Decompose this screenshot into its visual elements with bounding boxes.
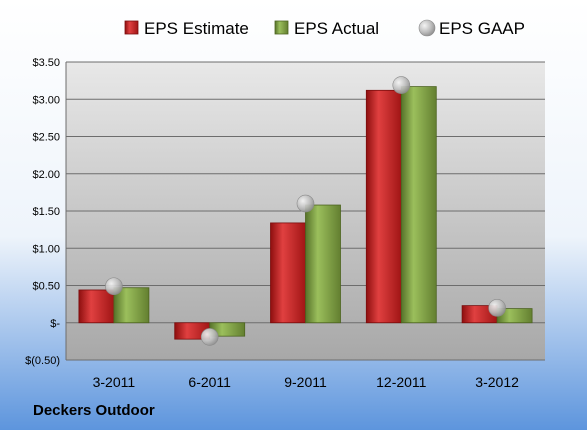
- x-category-label: 3-2011: [93, 374, 136, 390]
- bars: [78, 86, 533, 340]
- legend-swatch-eps-estimate: [124, 20, 139, 35]
- bar-eps-actual: [305, 204, 341, 324]
- company-label: Deckers Outdoor: [33, 402, 155, 419]
- y-tick-label: $0.50: [32, 281, 60, 293]
- y-tick-label: $2.50: [32, 132, 60, 144]
- bar-eps-actual: [113, 287, 150, 324]
- legend-swatch-eps-gaap: [418, 19, 436, 37]
- x-category-label: 6-2011: [188, 374, 231, 390]
- y-tick-label: $(0.50): [25, 355, 60, 367]
- y-tick-label: $1.50: [32, 206, 60, 218]
- y-axis-ticks: $(0.50) $- $0.50 $1.00 $1.50 $2.00 $2.50 $3.00 $…: [25, 57, 60, 367]
- bar-eps-estimate: [365, 89, 402, 324]
- y-tick-label: $1.00: [32, 243, 60, 255]
- x-category-label: 9-2011: [284, 374, 327, 390]
- marker-eps-gaap: [392, 76, 411, 94]
- y-tick-label: $3.00: [32, 94, 60, 106]
- bar-eps-estimate: [270, 222, 306, 324]
- x-axis-categories: 3-2011 6-2011 9-2011 12-2011 3-2012: [93, 374, 519, 390]
- bar-eps-estimate: [78, 289, 115, 324]
- marker-eps-gaap: [200, 328, 219, 346]
- legend-swatch-eps-actual: [274, 20, 289, 35]
- marker-eps-gaap: [105, 277, 123, 296]
- legend-label: EPS Estimate: [144, 19, 249, 38]
- x-category-label: 12-2011: [376, 374, 427, 390]
- y-tick-label: $2.00: [32, 169, 60, 181]
- y-tick-label: $-: [50, 318, 60, 330]
- y-tick-label: $3.50: [32, 57, 60, 69]
- bar-eps-actual: [400, 86, 437, 324]
- x-category-label: 3-2012: [475, 374, 519, 390]
- legend: EPS Estimate EPS Actual EPS GAAP: [124, 19, 525, 38]
- marker-eps-gaap: [488, 299, 506, 317]
- legend-label: EPS Actual: [294, 19, 379, 38]
- gaap-markers: [105, 76, 506, 346]
- marker-eps-gaap: [296, 194, 315, 213]
- legend-label: EPS GAAP: [439, 19, 525, 38]
